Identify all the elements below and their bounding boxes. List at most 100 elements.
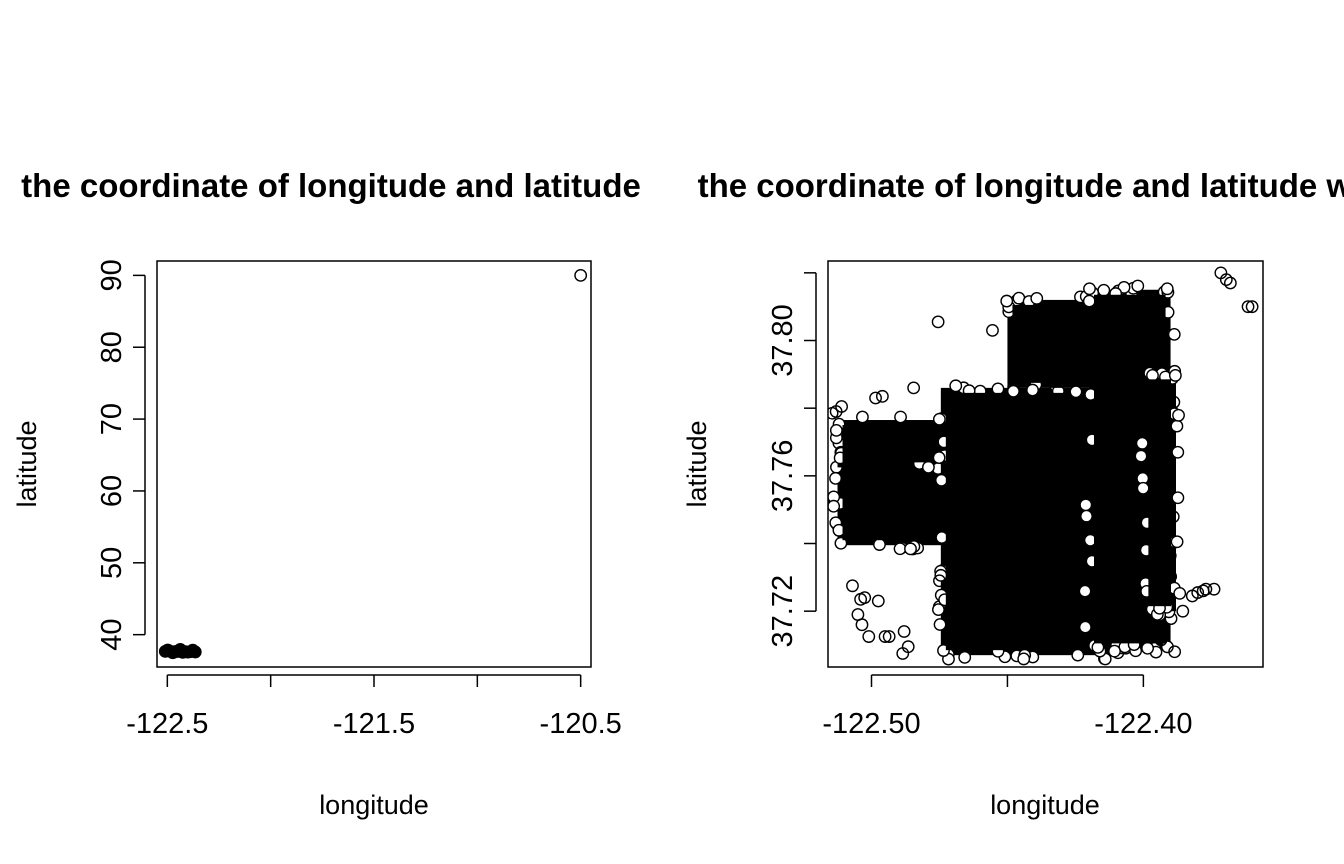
right-scatter-panel: the coordinate of longitude and latitude… bbox=[682, 167, 1344, 820]
data-point bbox=[1168, 369, 1182, 382]
data-point bbox=[1241, 300, 1255, 314]
data-point bbox=[1082, 294, 1096, 308]
data-point bbox=[855, 618, 869, 632]
x-axis-label: longitude bbox=[990, 790, 1100, 820]
data-point bbox=[1171, 445, 1185, 459]
data-point bbox=[933, 618, 947, 631]
data-point bbox=[856, 410, 869, 424]
data-point bbox=[893, 542, 907, 556]
data-point bbox=[935, 473, 948, 487]
data-point bbox=[1134, 449, 1148, 463]
data-point bbox=[897, 625, 911, 638]
data-point bbox=[949, 379, 963, 393]
data-point bbox=[1141, 641, 1154, 655]
data-point bbox=[1173, 586, 1187, 600]
dense-point-core bbox=[1148, 379, 1171, 607]
x-axis: -122.50 -122.40 bbox=[822, 674, 1193, 740]
x-tick-label: -122.40 bbox=[1094, 708, 1192, 740]
data-point bbox=[932, 603, 945, 617]
data-point bbox=[871, 594, 885, 608]
y-axis: 40 50 60 70 80 90 bbox=[96, 259, 146, 651]
x-tick-label: -121.5 bbox=[333, 708, 415, 740]
data-point bbox=[1245, 300, 1259, 314]
data-point bbox=[1219, 273, 1233, 287]
data-point bbox=[834, 536, 848, 550]
data-point bbox=[1171, 491, 1185, 505]
data-point bbox=[858, 591, 872, 605]
y-axis-label: latitude bbox=[682, 420, 712, 507]
y-tick-label: 40 bbox=[96, 619, 128, 651]
data-point bbox=[904, 542, 917, 556]
data-point bbox=[1026, 383, 1039, 397]
data-point bbox=[1083, 282, 1096, 296]
data-point bbox=[1006, 384, 1020, 398]
data-point bbox=[1131, 279, 1145, 293]
data-point bbox=[1176, 604, 1190, 618]
data-point bbox=[835, 400, 848, 413]
data-point bbox=[1030, 292, 1044, 305]
data-point bbox=[1168, 645, 1182, 659]
data-point bbox=[862, 630, 876, 643]
data-point bbox=[1078, 620, 1092, 634]
data-point bbox=[933, 574, 946, 588]
data-point bbox=[1080, 509, 1093, 523]
data-point bbox=[1097, 283, 1111, 297]
data-point bbox=[1223, 276, 1237, 290]
data-point bbox=[1017, 652, 1031, 666]
data-point bbox=[882, 630, 896, 643]
data-point bbox=[935, 531, 949, 544]
data-point bbox=[828, 499, 841, 513]
data-point bbox=[1191, 586, 1205, 599]
data-point bbox=[1135, 436, 1149, 450]
data-point bbox=[922, 460, 935, 474]
data-marks bbox=[158, 268, 588, 660]
x-tick-label: -122.5 bbox=[126, 708, 208, 740]
data-point bbox=[1167, 327, 1181, 341]
data-point bbox=[1172, 408, 1185, 422]
y-tick-label: 90 bbox=[96, 259, 128, 291]
y-tick-label: 37.72 bbox=[767, 575, 799, 648]
y-tick-label: 37.80 bbox=[767, 304, 799, 377]
chart-title: the coordinate of longitude and latitude… bbox=[698, 167, 1344, 204]
data-point bbox=[1170, 535, 1184, 549]
data-point bbox=[829, 471, 842, 485]
x-tick-label: -120.5 bbox=[540, 708, 622, 740]
data-marks bbox=[828, 266, 1259, 666]
data-point bbox=[829, 423, 843, 437]
left-scatter-panel: the coordinate of longitude and latitude… bbox=[12, 167, 641, 820]
data-point bbox=[1207, 582, 1221, 596]
data-point bbox=[932, 451, 946, 465]
y-tick-label: 37.76 bbox=[767, 440, 799, 513]
data-point bbox=[901, 640, 915, 654]
plot-frame bbox=[827, 260, 1264, 668]
data-point bbox=[986, 323, 999, 337]
data-point bbox=[869, 391, 882, 405]
data-point bbox=[1160, 282, 1174, 296]
data-point bbox=[1117, 281, 1131, 294]
data-point bbox=[875, 389, 889, 403]
data-point bbox=[991, 382, 1005, 396]
plot-frame bbox=[156, 260, 592, 668]
data-point bbox=[574, 268, 588, 282]
y-tick-label: 70 bbox=[96, 403, 128, 435]
data-point bbox=[873, 538, 886, 551]
x-axis: -122.5 -121.5 -120.5 bbox=[126, 674, 622, 740]
data-point bbox=[1000, 294, 1014, 308]
y-axis: 37.72 37.76 37.80 bbox=[767, 272, 817, 648]
data-point bbox=[1079, 498, 1093, 512]
data-point bbox=[894, 410, 907, 424]
data-point bbox=[931, 315, 945, 329]
data-point bbox=[878, 630, 892, 643]
data-point bbox=[1071, 648, 1085, 662]
data-point bbox=[1108, 644, 1121, 658]
data-point bbox=[1136, 481, 1150, 495]
x-tick-label: -122.50 bbox=[822, 708, 920, 740]
x-axis-label: longitude bbox=[319, 790, 429, 820]
y-axis-label: latitude bbox=[12, 420, 42, 507]
data-point bbox=[1170, 419, 1184, 433]
y-tick-label: 60 bbox=[96, 475, 128, 507]
data-point bbox=[907, 381, 921, 395]
data-point bbox=[1069, 385, 1083, 399]
y-tick-label: 50 bbox=[96, 547, 128, 579]
